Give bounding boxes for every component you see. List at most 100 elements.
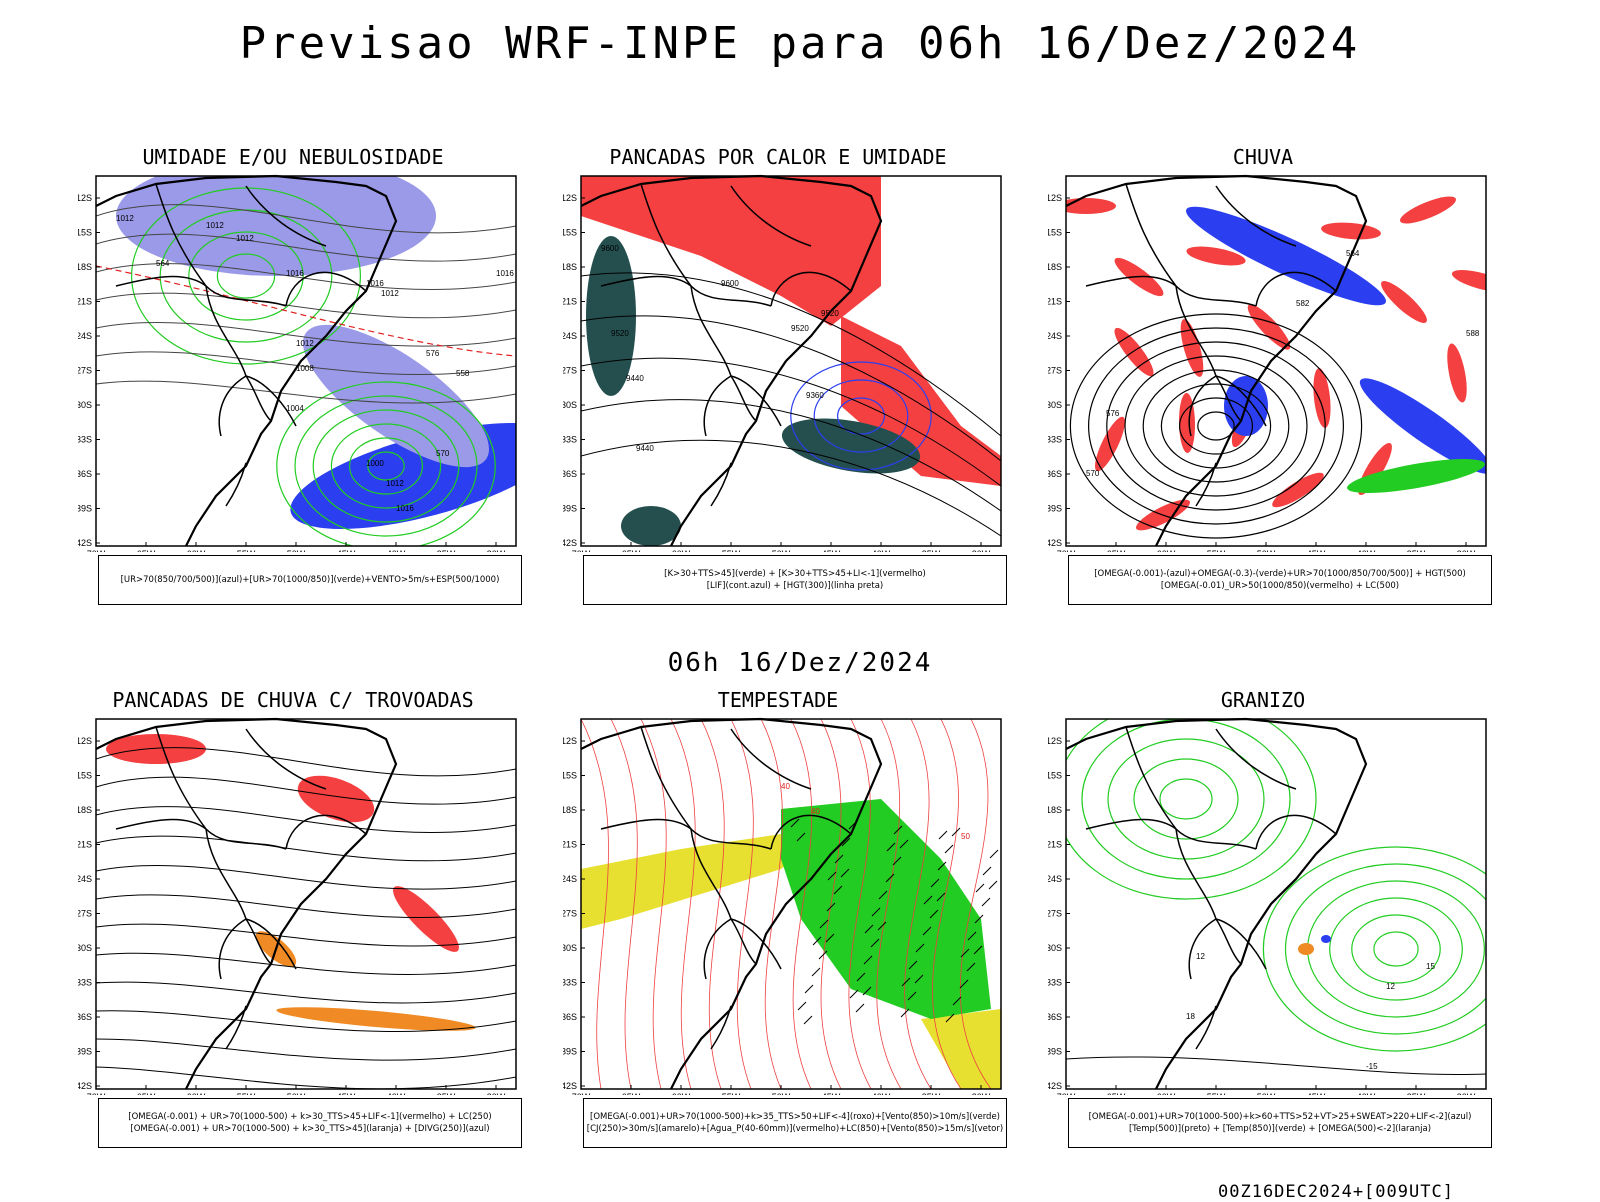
country-border (155, 726, 207, 830)
map-content (581, 719, 1001, 1089)
wind-vector (914, 974, 924, 984)
contour-label: 1008 (296, 364, 314, 373)
lat-tick-label: 21S (563, 297, 577, 307)
lat-tick-label: 24S (563, 331, 577, 341)
legend-box: [OMEGA(-0.001)+UR>70(1000-500)+k>35_TTS>… (583, 1098, 1007, 1148)
contour-label: 1000 (366, 459, 384, 468)
lat-tick-label: 30S (563, 400, 577, 410)
lat-tick-label: 12S (1048, 193, 1062, 203)
wind-vector (959, 979, 969, 989)
country-border (218, 375, 247, 437)
lat-tick-label: 18S (1048, 262, 1062, 272)
country-border (710, 1005, 732, 1050)
lon-tick-label: 30W (487, 1092, 506, 1095)
lon-tick-label: 55W (722, 1092, 741, 1095)
wind-stream (96, 204, 516, 234)
country-border (600, 818, 772, 850)
temp850-contour (1284, 863, 1486, 1035)
lc250-streamline (96, 1066, 516, 1089)
lat-tick-label: 21S (78, 297, 92, 307)
lat-tick-label: 33S (78, 978, 92, 988)
storm-red-area (106, 734, 206, 764)
contour-label: 582 (1296, 299, 1310, 308)
lat-tick-label: 27S (78, 909, 92, 919)
wind-vector (855, 1003, 865, 1013)
lat-tick-label: 21S (78, 840, 92, 850)
rain-red-area (1095, 416, 1125, 472)
country-border (225, 462, 247, 507)
lon-tick-label: 40W (387, 549, 406, 552)
lc250-streamline (96, 835, 516, 862)
panel-trovoadas: PANCADAS DE CHUVA C/ TROVOADAS 12S 15S 18S… (78, 688, 558, 1168)
legend-line: [OMEGA(-0.001)+UR>70(1000-500)+k>60+TTS>… (1088, 1112, 1472, 1122)
wind-vector (893, 825, 903, 835)
lat-tick-label: 12S (563, 736, 577, 746)
wind-vector (989, 849, 999, 859)
panel-chuva: CHUVA 582 576 570 588 564 12S 15S 18S 21S 24S 27S 3… (1048, 145, 1528, 625)
precip-water-contour (876, 719, 902, 1089)
lat-tick-label: 18S (563, 262, 577, 272)
lon-tick-label: 60W (187, 549, 206, 552)
temp850-contour (1351, 914, 1441, 984)
contour-label: 1012 (296, 339, 314, 348)
map-frame (580, 175, 1002, 547)
lon-tick-label: 40W (1357, 549, 1376, 552)
green-contour (349, 437, 424, 495)
country-border (115, 275, 287, 307)
panel-title: TEMPESTADE (717, 688, 839, 712)
map-umidade: 1012101210121016101610121016101210081004… (78, 174, 517, 552)
red-area (581, 176, 881, 326)
legend-box: [OMEGA(-0.001)+UR>70(1000-500)+k>60+TTS>… (1068, 1098, 1492, 1148)
country-border (730, 375, 782, 427)
contour-label: 9440 (636, 444, 654, 453)
contour-label: 18 (1186, 1012, 1195, 1021)
green-contour (330, 423, 442, 509)
rain-red-area (1066, 198, 1116, 214)
rain-blue-area (1186, 206, 1386, 306)
lon-tick-label: 40W (872, 1092, 891, 1095)
lon-tick-label: 55W (237, 1092, 256, 1095)
coastline (95, 717, 398, 1090)
map-frame (1065, 718, 1487, 1090)
legend-box: [OMEGA(-0.001)-(azul)+OMEGA(-0.3)-(verde… (1068, 555, 1492, 605)
country-border (1125, 726, 1177, 830)
wind-vector (877, 921, 887, 931)
lat-tick-label: 33S (1048, 978, 1062, 988)
country-border (285, 271, 367, 307)
lat-tick-label: 36S (563, 469, 577, 479)
lon-tick-label: 40W (1357, 1092, 1376, 1095)
lat-tick-label: 27S (78, 366, 92, 376)
lat-tick-label: 15S (563, 771, 577, 781)
precip-water-contour (848, 719, 872, 1089)
rain-red-area (1400, 196, 1456, 224)
wind-vector (818, 950, 828, 960)
contour-label: 40 (781, 782, 790, 791)
map-pancadas-calor: 9600 9600 9520 9520 9520 9440 9440 9360 12S 15S 18… (563, 174, 1002, 552)
storm-red-area (393, 886, 459, 952)
lat-tick-label: 30S (78, 400, 92, 410)
hgt300-contour (581, 272, 1001, 437)
map-content (581, 176, 1001, 546)
contour-label: 1012 (381, 289, 399, 298)
wind-vector (952, 996, 962, 1006)
wind-vector (825, 933, 835, 943)
lat-tick-label: 39S (1048, 1047, 1062, 1057)
wind-vector (871, 907, 881, 917)
panel-tempestade: TEMPESTADE 40 40 50 12S 15S 18S 21S 24S 27S 30S 33… (563, 688, 1043, 1168)
country-border (205, 285, 272, 422)
geo-layer (95, 174, 398, 547)
contour-label: 1016 (286, 269, 304, 278)
contour-label: 1012 (206, 221, 224, 230)
contour-label: 9600 (601, 244, 619, 253)
rain-green-area (1347, 459, 1485, 493)
country-border (225, 1005, 247, 1050)
storm-red-area (297, 775, 375, 823)
panel-title: GRANIZO (1220, 688, 1306, 712)
country-border (245, 728, 327, 790)
contour-label: 564 (1346, 249, 1360, 258)
lc250-streamline (96, 1038, 516, 1061)
omega-orange-area (1298, 943, 1314, 955)
lat-tick-label: 42S (563, 538, 577, 548)
country-border (1085, 275, 1257, 307)
legend-line: [CJ(250)>30m/s](amarelo)+[Agua_P(40-60mm… (586, 1124, 1004, 1134)
